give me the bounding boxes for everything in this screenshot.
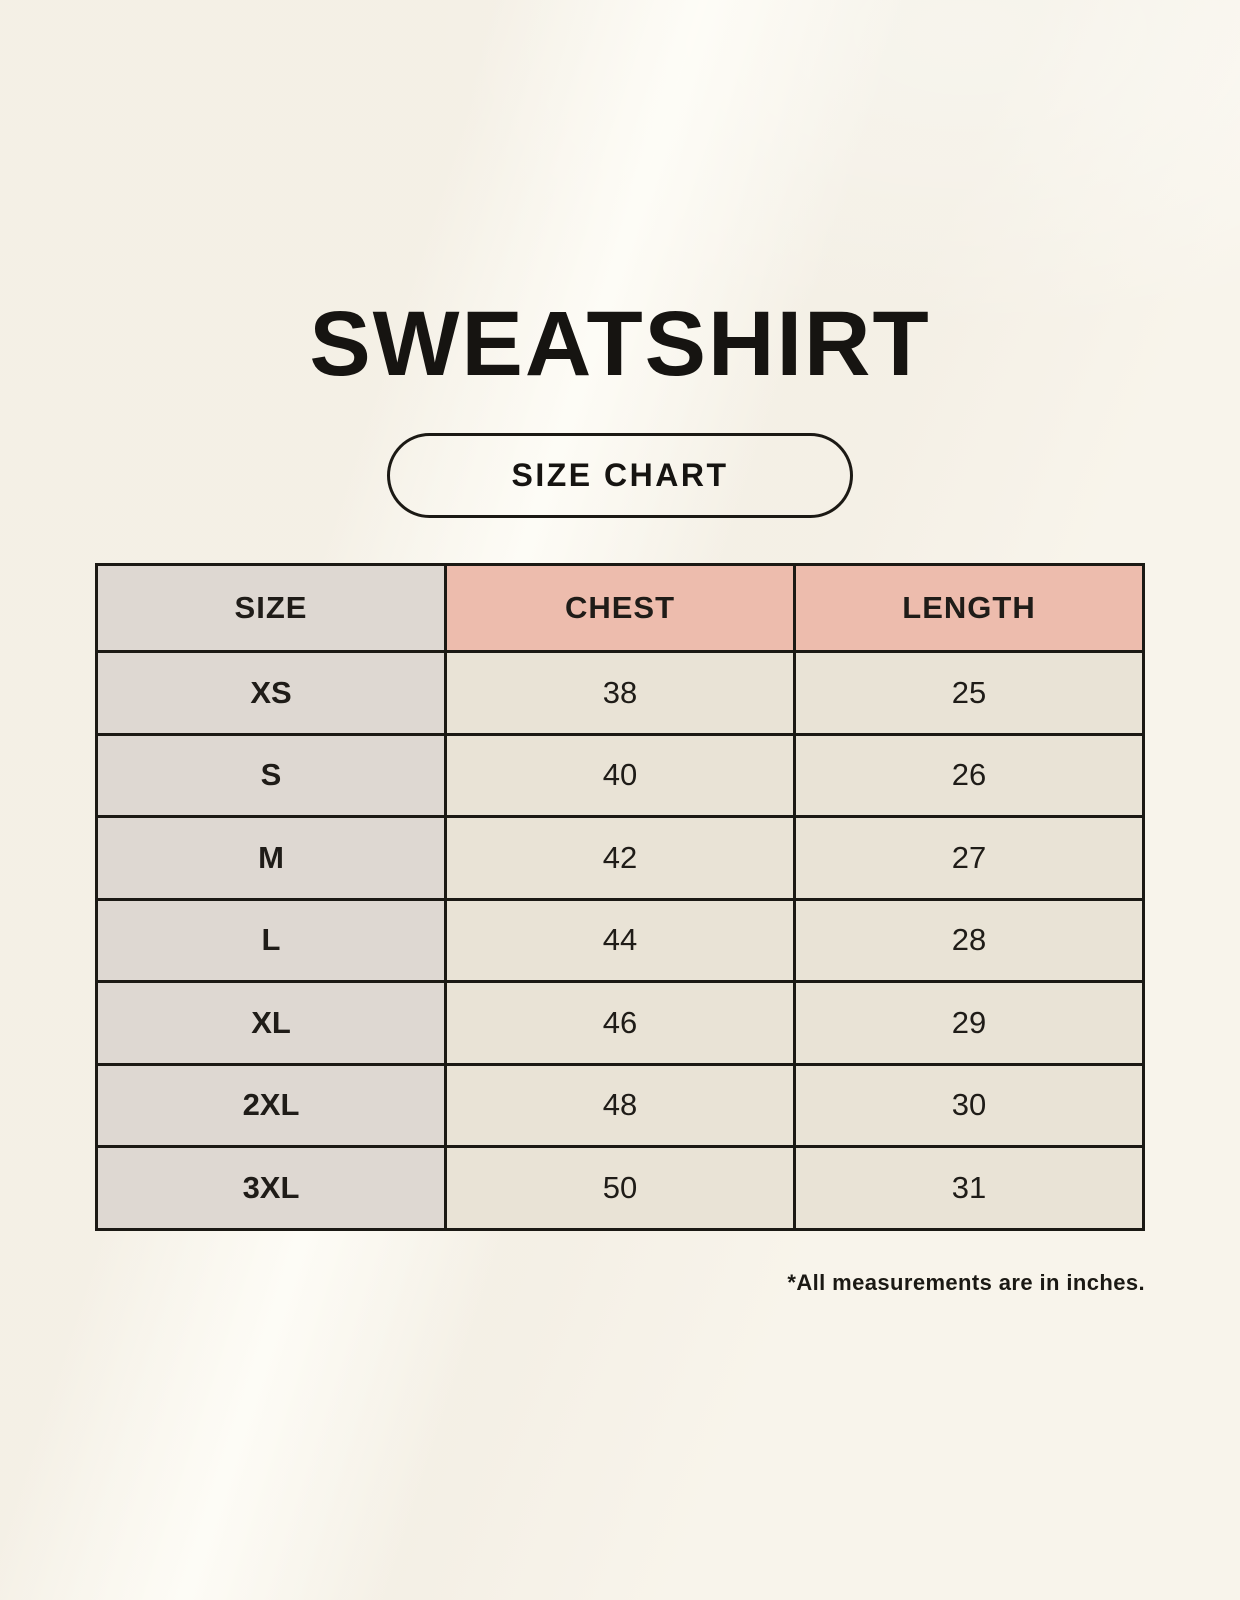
length-value: 27 xyxy=(793,815,1145,901)
column-header-chest: CHEST xyxy=(444,563,796,653)
size-chart-table: SIZE CHEST LENGTH XS 38 25 S 40 26 M 42 … xyxy=(95,563,1145,1231)
table-row: M 42 27 xyxy=(95,815,1145,901)
table-header-row: SIZE CHEST LENGTH xyxy=(95,563,1145,653)
chest-value: 46 xyxy=(444,980,796,1066)
table-row: S 40 26 xyxy=(95,732,1145,818)
length-value: 29 xyxy=(793,980,1145,1066)
length-value: 26 xyxy=(793,732,1145,818)
table-row: L 44 28 xyxy=(95,897,1145,983)
size-label: M xyxy=(95,815,447,901)
size-label: L xyxy=(95,897,447,983)
page-title: SWEATSHIRT xyxy=(309,293,931,395)
chest-value: 48 xyxy=(444,1062,796,1148)
size-label: XL xyxy=(95,980,447,1066)
size-chart-button[interactable]: SIZE CHART xyxy=(387,433,853,518)
chest-value: 42 xyxy=(444,815,796,901)
size-chart-button-label: SIZE CHART xyxy=(511,457,729,493)
length-value: 30 xyxy=(793,1062,1145,1148)
size-label: XS xyxy=(95,650,447,736)
size-label: S xyxy=(95,732,447,818)
measurement-footnote: *All measurements are in inches. xyxy=(787,1270,1145,1295)
length-value: 25 xyxy=(793,650,1145,736)
chest-value: 40 xyxy=(444,732,796,818)
size-label: 3XL xyxy=(95,1145,447,1231)
length-value: 28 xyxy=(793,897,1145,983)
table-row: 3XL 50 31 xyxy=(95,1145,1145,1231)
chest-value: 44 xyxy=(444,897,796,983)
column-header-size: SIZE xyxy=(95,563,447,653)
size-label: 2XL xyxy=(95,1062,447,1148)
chest-value: 50 xyxy=(444,1145,796,1231)
length-value: 31 xyxy=(793,1145,1145,1231)
chest-value: 38 xyxy=(444,650,796,736)
table-row: 2XL 48 30 xyxy=(95,1062,1145,1148)
table-row: XS 38 25 xyxy=(95,650,1145,736)
table-row: XL 46 29 xyxy=(95,980,1145,1066)
column-header-length: LENGTH xyxy=(793,563,1145,653)
